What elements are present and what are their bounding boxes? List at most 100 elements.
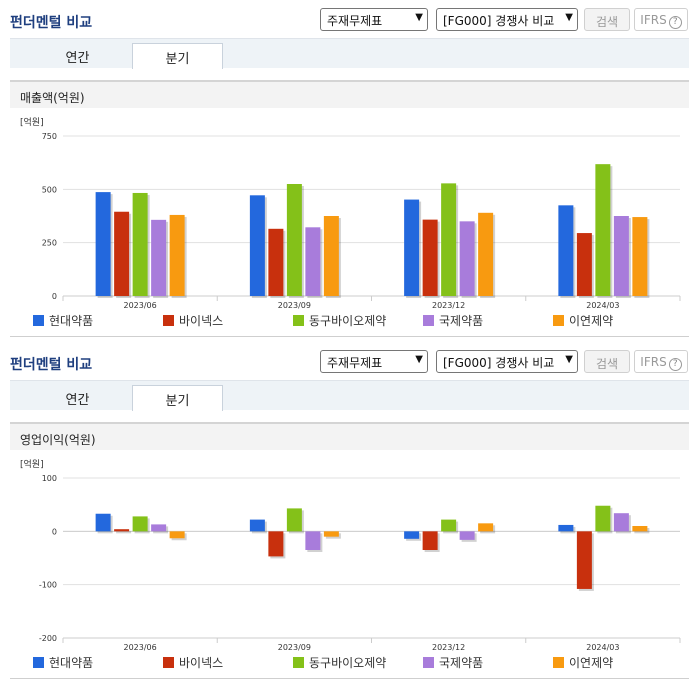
chevron-down-icon: ▼: [565, 354, 573, 365]
y-tick-label: 500: [42, 185, 57, 194]
chevron-down-icon: ▼: [565, 12, 573, 23]
x-tick-label: 2023/09: [278, 643, 311, 652]
bar: [576, 531, 592, 589]
bar: [595, 164, 611, 296]
x-tick-label: 2023/12: [432, 301, 465, 310]
statement-type-value: 주재무제표: [327, 14, 383, 28]
bar: [305, 227, 321, 296]
chevron-down-icon: ▼: [415, 354, 423, 365]
bar: [613, 216, 629, 296]
unit-label: [억원]: [20, 458, 44, 470]
chevron-down-icon: ▼: [415, 12, 423, 23]
y-tick-label: 100: [42, 474, 57, 483]
bar: [249, 195, 265, 296]
statement-type-dropdown[interactable]: 주재무제표 ▼: [320, 8, 428, 31]
competitor-group-dropdown[interactable]: [FG000] 경쟁사 비교 ▼: [436, 350, 578, 373]
bar: [151, 219, 167, 296]
ifrs-label: IFRS: [640, 13, 667, 27]
bar: [268, 531, 284, 557]
bar: [404, 199, 420, 296]
statement-type-dropdown[interactable]: 주재무제표 ▼: [320, 350, 428, 373]
bar: [169, 214, 185, 296]
legend-label: 이연제약: [569, 313, 613, 328]
x-tick-label: 2024/03: [586, 301, 619, 310]
bar: [576, 233, 592, 296]
competitor-group-value: [FG000] 경쟁사 비교: [443, 356, 555, 370]
competitor-group-dropdown[interactable]: [FG000] 경쟁사 비교 ▼: [436, 8, 578, 31]
legend-swatch: [163, 315, 174, 326]
help-icon: ?: [668, 16, 682, 29]
search-button[interactable]: 검색: [584, 350, 630, 373]
bar: [459, 221, 475, 296]
metric-title: 영업이익(억원): [10, 422, 689, 450]
bar: [95, 192, 111, 296]
legend-label: 현대약품: [49, 655, 93, 670]
fundamental-compare-panel-revenue: 펀더멘털 비교 주재무제표 ▼ [FG000] 경쟁사 비교 ▼ 검색 IFRS…: [0, 0, 696, 337]
legend-label: 동구바이오제약: [309, 655, 386, 670]
bar-shadow: [116, 531, 132, 534]
legend-swatch: [293, 315, 304, 326]
panel-title: 펀더멘털 비교: [10, 357, 93, 373]
statement-type-value: 주재무제표: [327, 356, 383, 370]
bar: [286, 184, 302, 296]
bar: [558, 524, 574, 532]
ifrs-button[interactable]: IFRS?: [634, 350, 688, 373]
bar: [114, 529, 130, 532]
legend-label: 동구바이오제약: [309, 313, 386, 328]
legend-label: 바이넥스: [179, 314, 223, 328]
divider: [10, 336, 689, 337]
bar: [132, 192, 148, 296]
ifrs-button[interactable]: IFRS?: [634, 8, 688, 31]
tab-quarterly[interactable]: 분기: [132, 43, 223, 69]
y-tick-label: 0: [52, 292, 57, 301]
tab-quarterly[interactable]: 분기: [132, 385, 223, 411]
legend-swatch: [163, 657, 174, 668]
revenue-bar-chart: [억원] 0 250 500 750 2023/06 2023/09 2023/12 2024/…: [20, 116, 681, 328]
bar: [441, 519, 457, 532]
search-button[interactable]: 검색: [584, 8, 630, 31]
x-tick-label: 2023/09: [278, 301, 311, 310]
unit-label: [억원]: [20, 116, 44, 128]
bar: [422, 219, 438, 296]
divider: [10, 678, 689, 679]
bar: [404, 531, 420, 539]
bar: [305, 531, 321, 550]
x-tick-label: 2024/03: [586, 643, 619, 652]
legend-label: 국제약품: [439, 655, 483, 670]
fundamental-compare-panel-operating-profit: 펀더멘털 비교 주재무제표 ▼ [FG000] 경쟁사 비교 ▼ 검색 IFRS…: [0, 342, 696, 684]
y-tick-label: 0: [52, 527, 57, 536]
y-tick-label: 250: [42, 239, 57, 248]
y-tick-label: -200: [39, 634, 57, 643]
legend-label: 바이넥스: [179, 656, 223, 670]
y-tick-label: -100: [39, 581, 57, 590]
panel-header: 펀더멘털 비교 주재무제표 ▼ [FG000] 경쟁사 비교 ▼ 검색 IFRS…: [0, 342, 696, 380]
bar: [632, 526, 648, 532]
bar: [323, 216, 339, 296]
bar: [441, 183, 457, 296]
bar: [151, 524, 167, 532]
legend-swatch: [33, 315, 44, 326]
x-tick-label: 2023/06: [124, 643, 157, 652]
bar: [169, 531, 185, 539]
x-tick-label: 2023/12: [432, 643, 465, 652]
tab-annual[interactable]: 연간: [65, 51, 90, 66]
legend-label: 현대약품: [49, 313, 93, 328]
bar: [613, 513, 629, 532]
metric-title: 매출액(억원): [10, 80, 689, 108]
bar: [323, 531, 339, 537]
legend-swatch: [423, 657, 434, 668]
legend-label: 이연제약: [569, 655, 613, 670]
period-tabs: 연간 분기: [10, 38, 689, 69]
bar: [459, 531, 475, 540]
bar: [268, 228, 284, 296]
x-tick-label: 2023/06: [124, 301, 157, 310]
panel-title: 펀더멘털 비교: [10, 15, 93, 31]
legend-swatch: [33, 657, 44, 668]
bar: [478, 523, 494, 532]
bar: [249, 519, 265, 532]
panel-header: 펀더멘털 비교 주재무제표 ▼ [FG000] 경쟁사 비교 ▼ 검색 IFRS…: [0, 0, 696, 38]
tab-annual[interactable]: 연간: [65, 393, 90, 408]
bar: [95, 513, 111, 532]
legend-swatch: [293, 657, 304, 668]
bar: [286, 508, 302, 532]
